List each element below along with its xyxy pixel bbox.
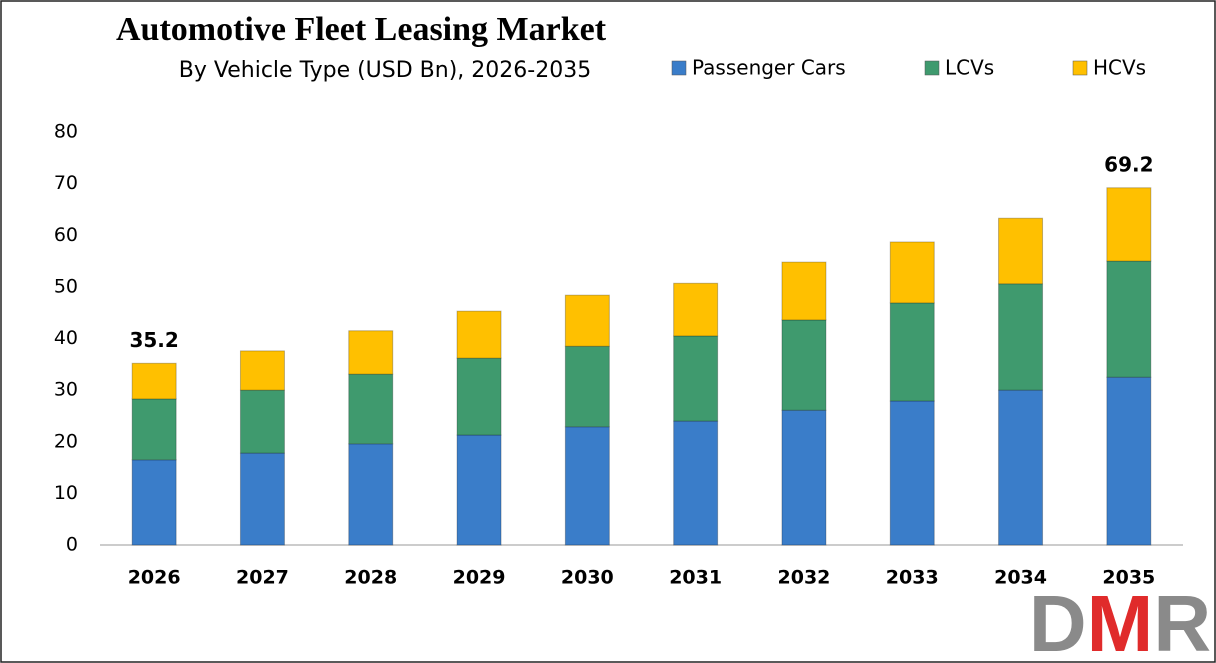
x-tick-label: 2032 xyxy=(778,567,831,589)
x-tick-label: 2026 xyxy=(128,567,181,589)
legend-swatch xyxy=(1072,60,1088,76)
bar-segment xyxy=(781,261,827,321)
bar-segment xyxy=(131,362,177,400)
bar-segment xyxy=(998,389,1044,546)
bar-segment xyxy=(673,335,719,422)
chart-subtitle: By Vehicle Type (USD Bn), 2026-2035 xyxy=(179,58,591,83)
bar-segment xyxy=(781,409,827,546)
y-tick-label: 50 xyxy=(54,275,78,297)
total-label: 69.2 xyxy=(1104,152,1153,176)
chart-title: Automotive Fleet Leasing Market xyxy=(116,11,607,48)
bar-segment xyxy=(1106,260,1152,378)
bar-segment xyxy=(131,398,177,461)
y-tick-label: 10 xyxy=(54,482,78,504)
bar-segment xyxy=(131,459,177,546)
y-tick-label: 20 xyxy=(54,430,78,452)
bar-segment xyxy=(889,302,935,402)
bar-segment xyxy=(564,294,610,347)
y-tick-label: 30 xyxy=(54,379,78,401)
x-tick-label: 2027 xyxy=(236,567,289,589)
bar-segment xyxy=(456,434,502,546)
bar-segment xyxy=(239,350,285,391)
x-tick-label: 2035 xyxy=(1102,567,1155,589)
legend-label: LCVs xyxy=(945,56,994,80)
bar-segment xyxy=(564,345,610,428)
bar-segment xyxy=(564,426,610,546)
bar-segment xyxy=(781,319,827,411)
bar-segment xyxy=(239,452,285,546)
bar-segment xyxy=(348,330,394,375)
legend-swatch xyxy=(924,60,940,76)
logo: DMR xyxy=(1029,579,1211,663)
legend-label: Passenger Cars xyxy=(692,56,846,80)
legend-swatch xyxy=(671,60,687,76)
total-label: 35.2 xyxy=(129,328,178,352)
bar-segment xyxy=(673,420,719,546)
bar-segment xyxy=(998,283,1044,391)
bar-segment xyxy=(673,282,719,337)
bar-segment xyxy=(348,373,394,445)
bar-segment xyxy=(1106,376,1152,546)
bar-segment xyxy=(998,217,1044,285)
bar-segment xyxy=(456,310,502,359)
y-tick-label: 0 xyxy=(66,534,78,556)
y-tick-label: 70 xyxy=(54,172,78,194)
bar-segment xyxy=(889,241,935,304)
x-tick-label: 2030 xyxy=(561,567,614,589)
bar-segment xyxy=(348,443,394,546)
x-tick-label: 2028 xyxy=(344,567,397,589)
x-tick-label: 2029 xyxy=(453,567,506,589)
bar-segment xyxy=(456,357,502,436)
x-tick-label: 2033 xyxy=(886,567,939,589)
y-tick-label: 80 xyxy=(54,121,78,143)
bar-segment xyxy=(1106,187,1152,262)
x-tick-label: 2034 xyxy=(994,567,1047,589)
x-tick-label: 2031 xyxy=(669,567,722,589)
y-tick-label: 40 xyxy=(54,327,78,349)
bar-segment xyxy=(239,389,285,454)
y-tick-label: 60 xyxy=(54,224,78,246)
bar-segment xyxy=(889,400,935,546)
legend-label: HCVs xyxy=(1093,56,1146,80)
